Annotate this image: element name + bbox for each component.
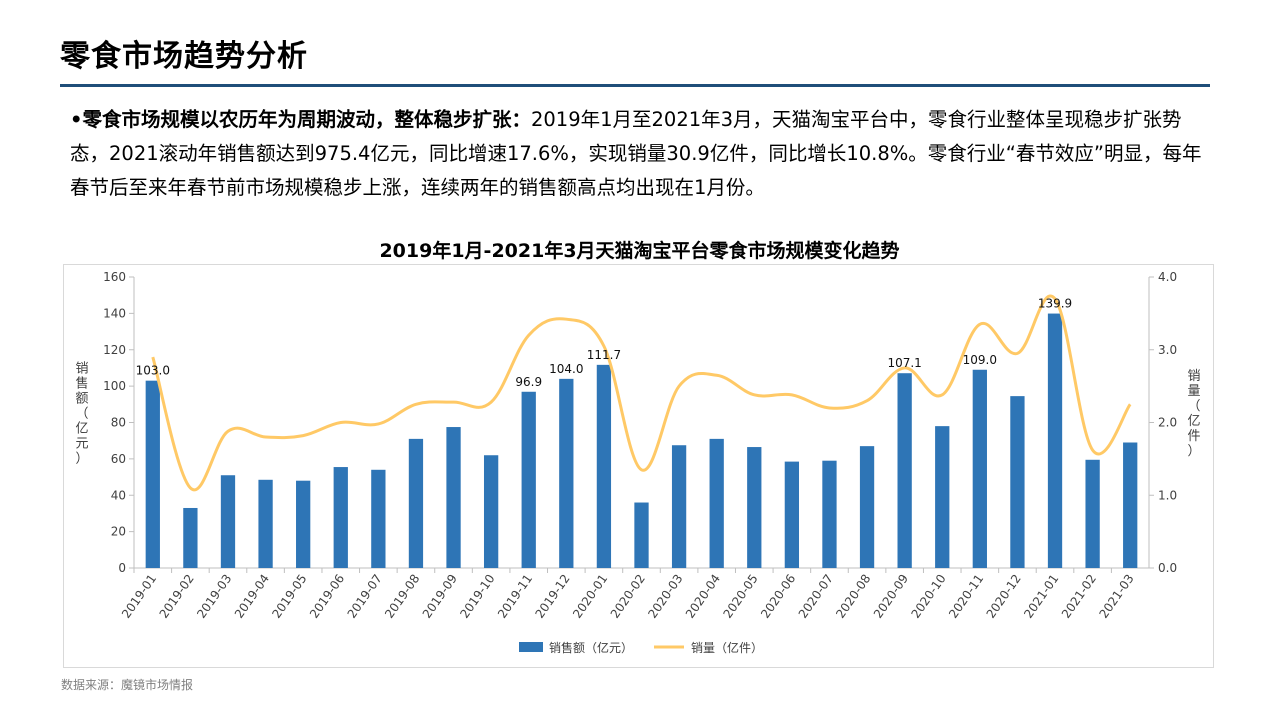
legend-line-label: 销量（亿件） xyxy=(691,640,763,655)
bar-sales xyxy=(822,460,837,568)
summary-paragraph: •零食市场规模以农历年为周期波动，整体稳步扩张：2019年1月至2021年3月，… xyxy=(70,103,1220,205)
bar-data-label: 107.1 xyxy=(887,356,921,370)
x-tick-label: 2020-11 xyxy=(946,572,986,621)
bar-sales xyxy=(483,455,499,568)
y-right-tick-label: 3.0 xyxy=(1158,343,1177,357)
legend-bar-swatch xyxy=(519,642,543,652)
legend-bar-label: 销售额（亿元） xyxy=(549,640,633,655)
bar-sales xyxy=(747,447,762,568)
bar-sales xyxy=(1010,396,1025,568)
y-right-tick-label: 4.0 xyxy=(1158,270,1177,284)
bar-data-label: 111.7 xyxy=(587,348,621,362)
bar-sales xyxy=(935,426,950,568)
bar-sales xyxy=(258,479,273,568)
x-tick-label: 2020-08 xyxy=(833,572,873,621)
line-volume xyxy=(151,294,1132,492)
bar-sales xyxy=(408,438,424,568)
x-tick-label: 2019-05 xyxy=(269,572,309,621)
chart-title: 2019年1月-2021年3月天猫淘宝平台零食市场规模变化趋势 xyxy=(379,240,900,262)
x-tick-label: 2020-06 xyxy=(758,572,798,621)
bar-sales xyxy=(371,469,386,568)
x-tick-label: 2019-07 xyxy=(345,572,385,621)
x-tick-label: 2020-02 xyxy=(608,572,648,621)
y-left-tick-label: 120 xyxy=(103,343,126,357)
bar-data-label: 109.0 xyxy=(963,353,997,367)
bar-sales xyxy=(1085,459,1100,568)
bar-sales xyxy=(521,391,536,568)
bar-data-label: 104.0 xyxy=(549,362,583,376)
x-tick-label: 2019-06 xyxy=(307,572,347,621)
x-tick-label: 2020-12 xyxy=(984,572,1024,621)
x-tick-label: 2020-04 xyxy=(683,572,723,621)
bar-sales xyxy=(1123,442,1138,568)
x-tick-label: 2021-02 xyxy=(1059,572,1099,621)
bar-sales xyxy=(333,467,348,568)
bar-data-label: 139.9 xyxy=(1038,297,1072,311)
chart-frame: 0 20 40 60 80 100 120 140 160 0.0 1.0 2.0 3.0 4.0 销售额（… xyxy=(63,264,1214,668)
x-tick-label: 2019-12 xyxy=(533,572,573,621)
x-tick-label: 2020-09 xyxy=(871,572,911,621)
x-tick-label: 2019-04 xyxy=(232,572,272,621)
bar-data-label: 103.0 xyxy=(136,364,170,378)
bar-sales xyxy=(1047,313,1063,568)
bar-sales xyxy=(596,364,612,568)
x-tick-label: 2020-07 xyxy=(796,572,836,621)
bar-sales xyxy=(859,446,875,568)
y-left-tick-label: 160 xyxy=(103,270,126,284)
y-left-tick-label: 80 xyxy=(111,416,126,430)
bar-sales xyxy=(220,475,236,568)
y-left-tick-label: 20 xyxy=(111,525,126,539)
y-left-tick-label: 60 xyxy=(111,452,126,466)
y-left-tick-label: 100 xyxy=(103,379,126,393)
x-tick-label: 2019-11 xyxy=(495,572,535,621)
bar-sales xyxy=(559,378,574,568)
bar-sales xyxy=(446,427,461,568)
bar-sales xyxy=(784,461,800,568)
bar-sales xyxy=(671,445,687,568)
bar-sales xyxy=(145,380,160,568)
y-left-tick-label: 0 xyxy=(118,561,126,575)
data-source: 数据来源：魔镜市场情报 xyxy=(61,678,194,692)
bar-sales xyxy=(709,438,724,568)
x-tick-label: 2020-03 xyxy=(645,572,685,621)
bar-sales xyxy=(296,480,311,568)
y-left-tick-label: 140 xyxy=(103,306,126,320)
bar-sales xyxy=(972,369,987,568)
bar-sales xyxy=(183,507,198,568)
x-tick-label: 2021-03 xyxy=(1096,572,1136,621)
x-tick-label: 2019-10 xyxy=(457,572,497,621)
x-tick-label: 2019-09 xyxy=(420,572,460,621)
bar-sales xyxy=(634,502,649,568)
bar-sales xyxy=(897,373,912,568)
y-left-axis-title: 销售额（亿元） xyxy=(75,362,88,467)
x-tick-label: 2020-01 xyxy=(570,572,610,621)
x-tick-label: 2019-08 xyxy=(382,572,422,621)
x-tick-label: 2019-01 xyxy=(119,572,159,621)
y-right-tick-label: 0.0 xyxy=(1158,561,1177,575)
title-divider xyxy=(60,84,1210,87)
combo-chart: 0 20 40 60 80 100 120 140 160 0.0 1.0 2.0 3.0 4.0 销售额（… xyxy=(75,270,1200,655)
x-tick-label: 2020-10 xyxy=(908,572,948,621)
x-tick-label: 2020-05 xyxy=(721,572,761,621)
bar-data-label: 96.9 xyxy=(515,375,542,389)
summary-body: 2019年1月至2021年3月，天猫淘宝平台中，零食行业整体呈现稳步扩张势态，2… xyxy=(70,108,1202,199)
y-right-tick-label: 1.0 xyxy=(1158,488,1177,502)
page-title: 零食市场趋势分析 xyxy=(60,39,308,74)
x-tick-label: 2021-01 xyxy=(1021,572,1061,621)
y-right-tick-label: 2.0 xyxy=(1158,416,1177,430)
y-right-axis-title: 销量（亿件） xyxy=(1187,369,1200,459)
y-left-tick-label: 40 xyxy=(111,488,126,502)
summary-lead: •零食市场规模以农历年为周期波动，整体稳步扩张： xyxy=(70,108,531,131)
x-tick-label: 2019-02 xyxy=(157,572,197,621)
x-tick-label: 2019-03 xyxy=(194,572,234,621)
